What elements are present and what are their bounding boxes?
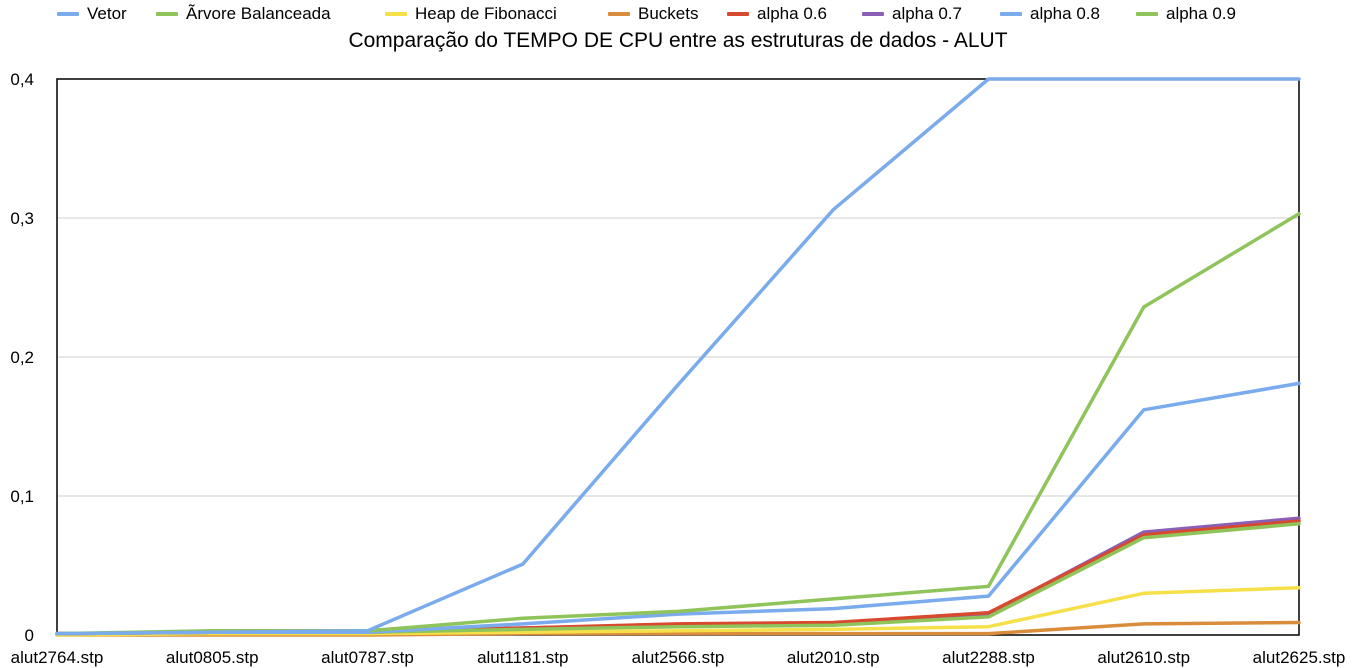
series-line [55, 77, 1301, 636]
y-tick-label: 0,4 [10, 70, 34, 89]
legend-label: alpha 0.7 [892, 4, 962, 23]
series-line [55, 212, 1301, 636]
x-tick-label: alut2764.stp [11, 648, 104, 667]
x-tick-label: alut2010.stp [787, 648, 880, 667]
series-line [55, 519, 1301, 636]
series-line [55, 516, 1301, 636]
legend-label: Buckets [638, 4, 699, 23]
y-tick-label: 0,2 [10, 348, 34, 367]
series-line [55, 522, 1301, 636]
legend-swatch [608, 12, 630, 16]
y-tick-label: 0,3 [10, 209, 34, 228]
legend-item: alpha 0.9 [1136, 2, 1236, 26]
x-tick-label: alut2566.stp [632, 648, 725, 667]
legend-item: Vetor [57, 2, 127, 26]
x-tick-label: alut0787.stp [321, 648, 414, 667]
chart-title: Comparação do TEMPO DE CPU entre as estr… [348, 29, 1008, 52]
x-tick-label: alut1181.stp [477, 648, 568, 667]
x-tick-label: alut0805.stp [166, 648, 259, 667]
chart-legend: Vetor Ãrvore Balanceada Heap de Fibonacci B… [0, 2, 1356, 26]
legend-label: alpha 0.8 [1030, 4, 1100, 23]
x-tick-label: alut2625.stp [1253, 648, 1346, 667]
legend-swatch [1136, 12, 1158, 16]
x-tick-label: alut2610.stp [1097, 648, 1190, 667]
legend-label: alpha 0.9 [1166, 4, 1236, 23]
series-line [55, 381, 1301, 636]
legend-swatch [57, 12, 79, 16]
legend-item: Heap de Fibonacci [385, 2, 557, 26]
legend-swatch [727, 12, 749, 16]
y-tick-label: 0,1 [10, 487, 34, 506]
legend-label: alpha 0.6 [757, 4, 827, 23]
legend-label: Ãrvore Balanceada [186, 4, 331, 23]
x-tick-label: alut2288.stp [942, 648, 1035, 667]
legend-swatch [156, 12, 178, 16]
legend-item: alpha 0.6 [727, 2, 827, 26]
legend-swatch [385, 12, 407, 16]
legend-label: Heap de Fibonacci [415, 4, 557, 23]
legend-item: Buckets [608, 2, 698, 26]
legend-label: Vetor [87, 4, 127, 23]
legend-item: Ãrvore Balanceada [156, 2, 331, 26]
legend-item: alpha 0.7 [862, 2, 962, 26]
legend-item: alpha 0.8 [1000, 2, 1100, 26]
legend-swatch [1000, 12, 1022, 16]
y-tick-label: 0 [25, 626, 34, 645]
legend-swatch [862, 12, 884, 16]
